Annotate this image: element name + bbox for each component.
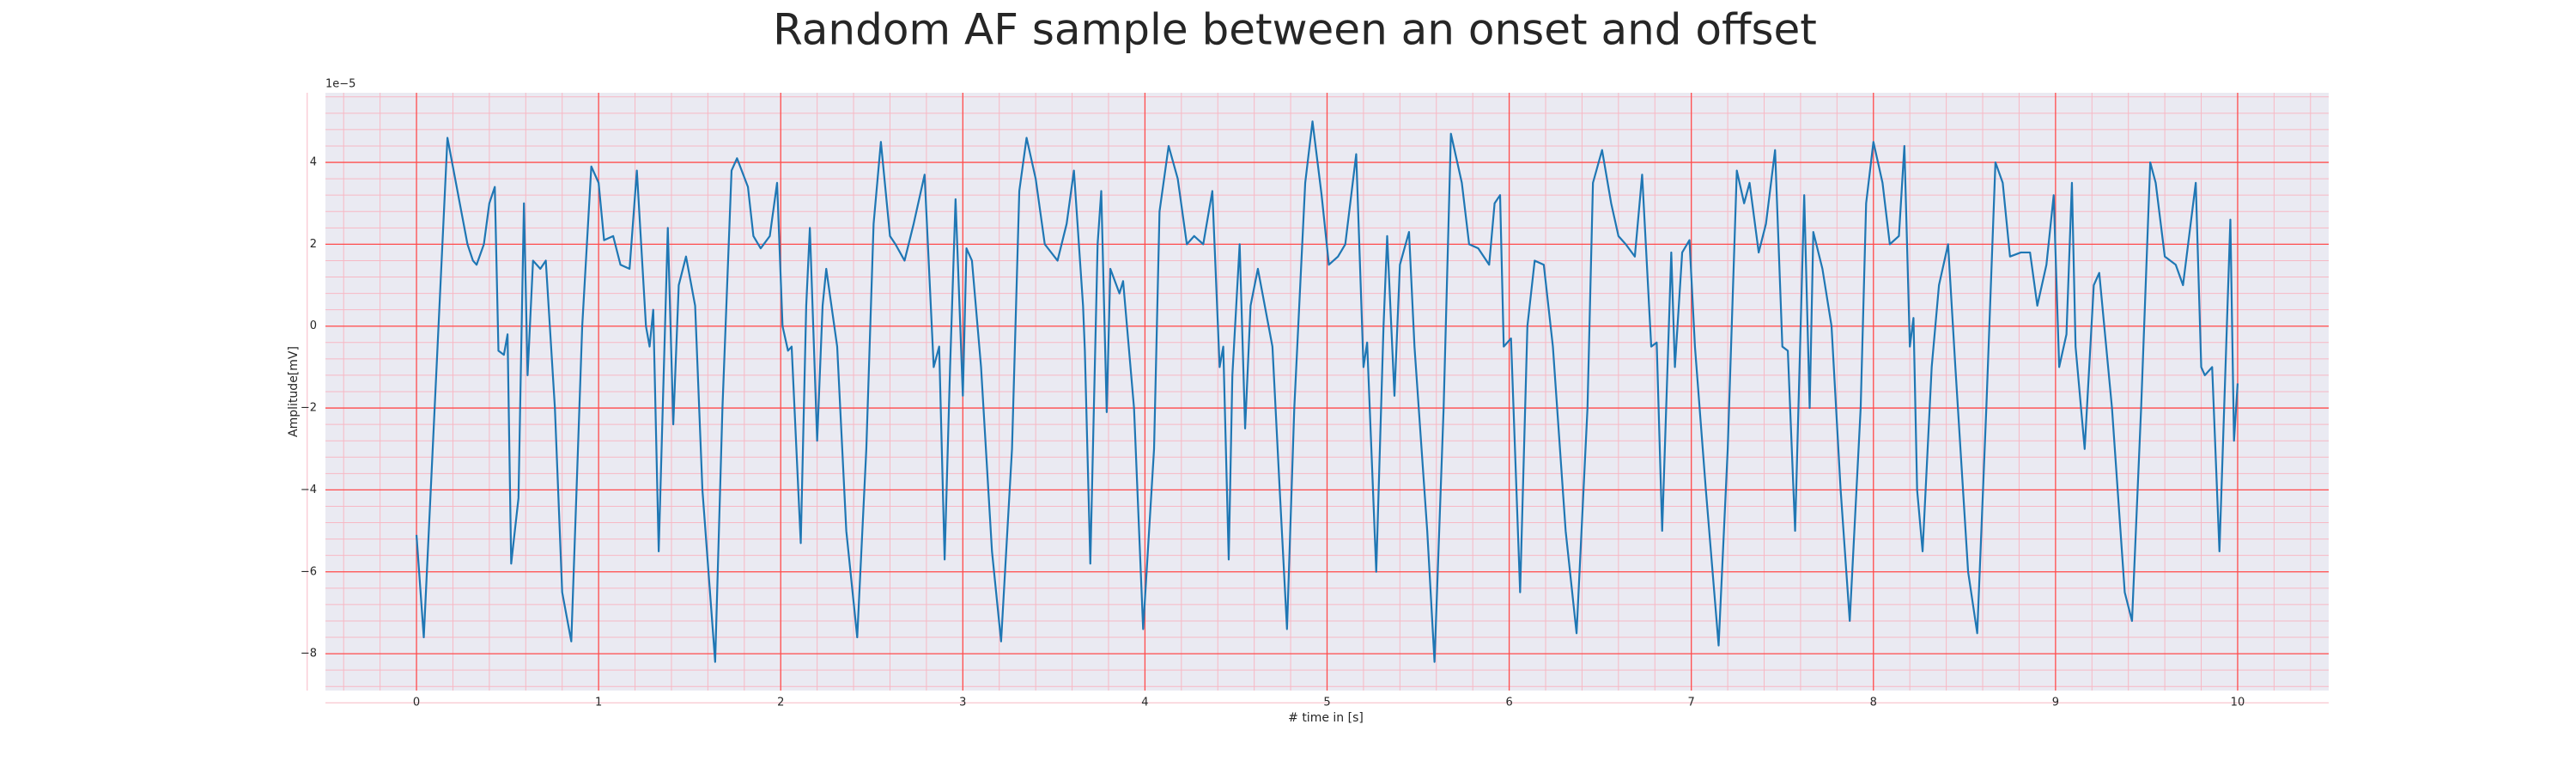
x-tick-label: 7 <box>1688 697 1695 709</box>
y-tick-label: 0 <box>310 320 317 332</box>
x-tick-label: 4 <box>1141 697 1148 709</box>
y-axis-label: Amplitude[mV] <box>287 346 301 437</box>
y-tick-label: −4 <box>301 484 317 496</box>
lines <box>415 120 2239 663</box>
x-tick-label: 8 <box>1870 697 1877 709</box>
x-tick-label: 0 <box>413 697 420 709</box>
x-tick-label: 1 <box>595 697 602 709</box>
x-tick-label: 6 <box>1505 697 1512 709</box>
x-axis-label: # time in [s] <box>1288 711 1364 725</box>
x-tick-label: 2 <box>777 697 784 709</box>
y-tick-label: −2 <box>301 402 317 415</box>
x-tick-label: 3 <box>959 697 966 709</box>
x-tick-label: 9 <box>2052 697 2059 709</box>
y-tick-label: 2 <box>310 238 317 251</box>
x-tick-label: 10 <box>2231 697 2245 709</box>
data-line <box>415 120 2239 663</box>
y-tick-label: −8 <box>301 648 317 660</box>
x-tick-label: 5 <box>1323 697 1330 709</box>
y-tick-label: 4 <box>310 156 317 169</box>
y-tick-label: −6 <box>301 565 317 578</box>
chart-title: Random AF sample between an onset and of… <box>773 5 1817 55</box>
y-offset-text: 1e−5 <box>325 78 355 91</box>
